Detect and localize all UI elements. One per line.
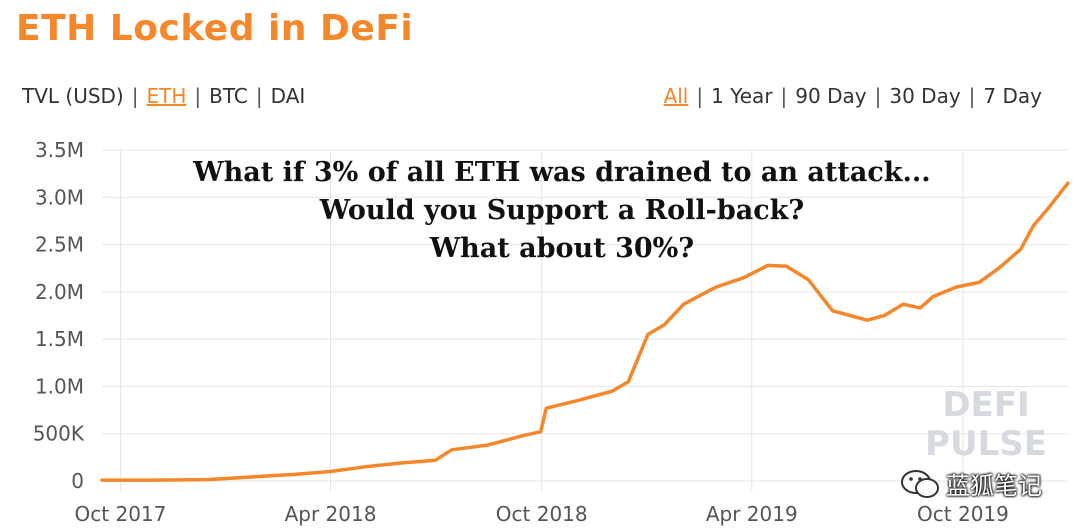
unit-option-btc[interactable]: BTC — [209, 84, 248, 108]
wechat-badge: 蓝狐笔记 — [900, 466, 1042, 501]
x-axis: Oct 2017 Apr 2018 Oct 2018 Apr 2019 Oct 2019 — [75, 502, 1009, 526]
series-line — [100, 181, 1070, 482]
watermark: DEFI PULSE — [925, 385, 1047, 464]
separator: | — [780, 84, 788, 108]
x-tick-label: Apr 2018 — [285, 502, 377, 526]
grid-lines — [102, 149, 1068, 491]
range-option-90-day[interactable]: 90 Day — [795, 84, 867, 108]
range-option-1-year[interactable]: 1 Year — [711, 84, 773, 108]
wechat-icon — [901, 469, 939, 498]
unit-option-tvl-usd[interactable]: TVL (USD) — [22, 84, 124, 108]
y-tick-label: 1.5M — [35, 327, 84, 351]
separator: | — [131, 84, 139, 108]
overlay-annotation: What if 3% of all ETH was drained to an … — [192, 157, 930, 264]
separator: | — [696, 84, 704, 108]
wechat-label: 蓝狐笔记 — [946, 472, 1042, 500]
x-tick-label: Oct 2018 — [496, 502, 588, 526]
separator: | — [255, 84, 263, 108]
range-option-30-day[interactable]: 30 Day — [889, 84, 961, 108]
x-tick-label: Apr 2019 — [706, 502, 798, 526]
y-tick-label: 1.0M — [35, 374, 84, 398]
x-tick-label: Oct 2017 — [75, 502, 167, 526]
unit-selector: TVL (USD) | ETH | BTC | DAI — [22, 84, 305, 108]
range-selector: All | 1 Year | 90 Day | 30 Day | 7 Day — [664, 84, 1042, 108]
y-tick-label: 2.5M — [35, 233, 84, 257]
overlay-line-3: What about 30%? — [429, 233, 694, 264]
overlay-line-2: Would you Support a Roll-back? — [319, 195, 804, 226]
y-tick-label: 0 — [71, 469, 84, 493]
separator: | — [194, 84, 202, 108]
y-tick-label: 3.0M — [35, 185, 84, 209]
overlay-line-1: What if 3% of all ETH was drained to an … — [192, 157, 930, 188]
separator: | — [874, 84, 882, 108]
x-tick-label: Oct 2019 — [917, 502, 1009, 526]
chart-title: ETH Locked in DeFi — [16, 8, 414, 49]
y-axis: 0 500K 1.0M 1.5M 2.0M 2.5M 3.0M 3.5M — [33, 138, 85, 493]
unit-option-eth[interactable]: ETH — [146, 84, 187, 108]
watermark-line-1: DEFI — [942, 385, 1029, 425]
y-tick-label: 3.5M — [35, 138, 84, 162]
separator: | — [968, 84, 976, 108]
y-tick-label: 2.0M — [35, 280, 84, 304]
y-tick-label: 500K — [33, 422, 85, 446]
watermark-line-2: PULSE — [925, 424, 1047, 464]
range-option-7-day[interactable]: 7 Day — [983, 84, 1042, 108]
unit-option-dai[interactable]: DAI — [270, 84, 306, 108]
range-option-all[interactable]: All — [663, 84, 689, 108]
